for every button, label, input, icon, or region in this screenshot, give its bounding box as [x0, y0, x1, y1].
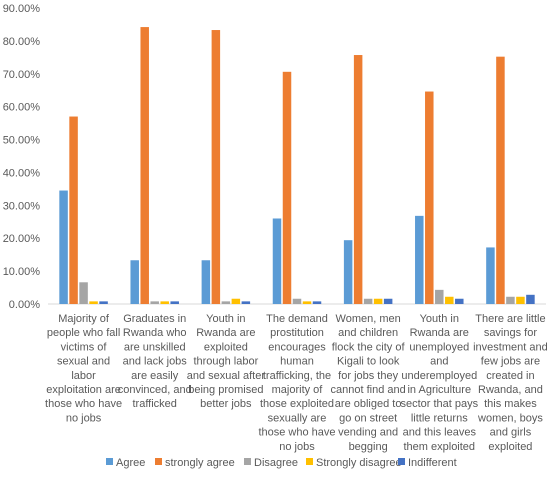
bar — [302, 301, 312, 304]
bar — [89, 301, 98, 304]
legend-item: Indifferent — [398, 457, 457, 469]
bar — [241, 301, 251, 304]
y-tick-label: 50.00% — [3, 135, 41, 147]
bar — [383, 298, 393, 304]
y-tick-label: 40.00% — [3, 167, 41, 179]
bar — [343, 240, 353, 304]
legend-label: strongly agree — [165, 457, 235, 469]
bar — [526, 294, 535, 304]
bar — [59, 190, 68, 304]
bar — [496, 56, 505, 305]
bar — [272, 218, 282, 304]
bars — [59, 27, 535, 305]
x-tick-label: Youth in Rwanda are exploited through labor… — [187, 313, 266, 410]
legend-swatch — [106, 458, 113, 465]
bar — [201, 260, 211, 304]
y-tick-label: 0.00% — [9, 299, 40, 311]
legend-label: Agree — [116, 457, 145, 469]
bar — [455, 298, 464, 304]
bar — [425, 91, 434, 304]
legend-item: Strongly disagree — [306, 457, 402, 469]
legend-swatch — [155, 458, 162, 465]
y-tick-label: 90.00% — [3, 3, 41, 15]
y-tick-label: 30.00% — [3, 200, 41, 212]
bar — [292, 298, 302, 304]
legend-label: Disagree — [254, 457, 298, 469]
legend-swatch — [306, 458, 313, 465]
legend-swatch — [398, 458, 405, 465]
legend-swatch — [244, 458, 251, 465]
bar — [486, 247, 495, 304]
x-tick-label: The demand prostitution encourages human tra… — [258, 313, 335, 453]
y-tick-label: 60.00% — [3, 102, 41, 114]
bar — [79, 282, 88, 304]
legend: Agree strongly agree Disagree Strongly disa… — [106, 457, 457, 469]
x-axis-labels: Majority of people who fall victims of sexu… — [45, 313, 548, 453]
x-tick-label: Graduates in Rwanda who are unskilled and l… — [118, 313, 192, 410]
x-tick-label: Women, men and children flock the city of K… — [331, 313, 406, 453]
bar — [445, 296, 454, 304]
bar — [221, 301, 231, 304]
bar — [363, 298, 373, 304]
x-tick-label: Majority of people who fall victims of sexu… — [45, 313, 122, 424]
y-axis-ticks: 0.00% 10.00% 20.00% 30.00% 40.00% 50.00% 60.00… — [3, 3, 41, 311]
x-tick-label: There are little savings for investment an… — [473, 313, 548, 453]
legend-item: Agree — [106, 457, 145, 469]
legend-item: strongly agree — [155, 457, 235, 469]
bar — [312, 301, 322, 304]
y-tick-label: 70.00% — [3, 69, 41, 81]
bar — [282, 71, 292, 304]
bar — [211, 30, 221, 305]
y-tick-label: 80.00% — [3, 36, 41, 48]
bar — [373, 298, 383, 304]
bar — [516, 296, 525, 304]
bar — [150, 301, 159, 304]
y-tick-label: 20.00% — [3, 233, 41, 245]
bar — [415, 215, 424, 304]
bar — [160, 301, 169, 304]
legend-label: Strongly disagree — [316, 457, 402, 469]
legend-item: Disagree — [244, 457, 298, 469]
bar — [140, 27, 149, 304]
bar — [130, 260, 139, 304]
bar — [99, 301, 108, 304]
y-tick-label: 10.00% — [3, 266, 41, 278]
bar — [231, 298, 241, 304]
bar — [170, 301, 179, 304]
bar — [435, 289, 444, 304]
bar — [69, 116, 78, 305]
bar — [353, 55, 363, 304]
x-tick-label: Youth in Rwanda are unemployed and underempl… — [400, 313, 478, 453]
legend-label: Indifferent — [408, 457, 457, 469]
bar — [506, 296, 515, 304]
